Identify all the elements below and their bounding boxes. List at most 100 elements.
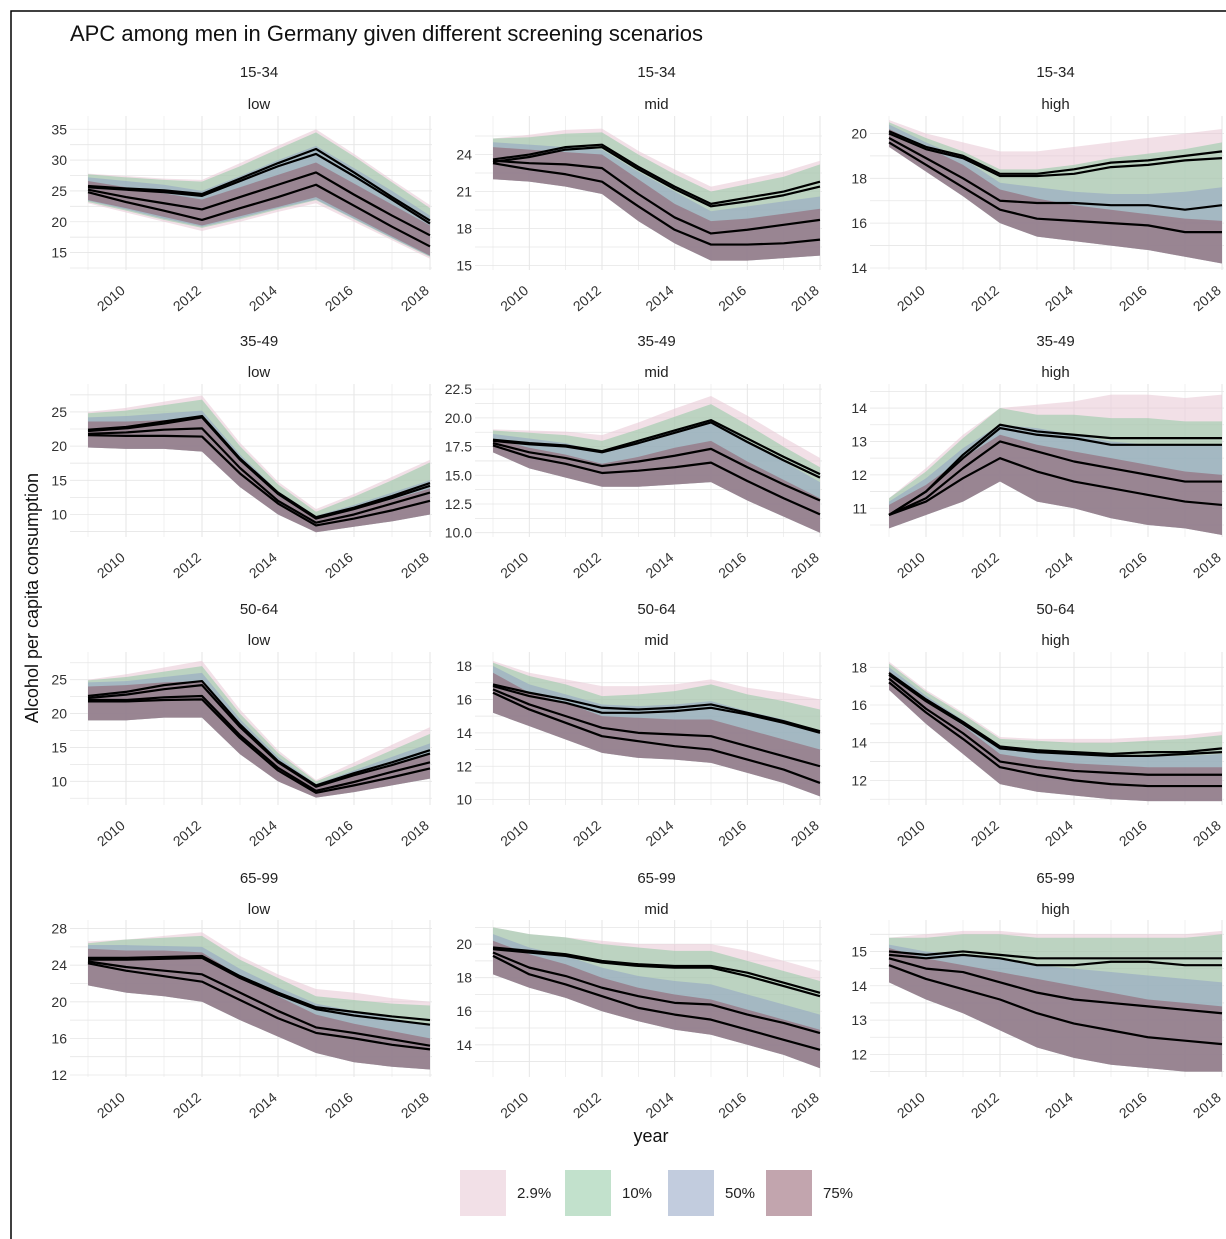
y-tick-label: 10 (456, 792, 472, 808)
y-tick-label: 12 (851, 772, 867, 788)
figure-border (10, 10, 1226, 1239)
series-line-4 (888, 964, 1223, 1046)
y-tick-label: 15.0 (445, 467, 472, 483)
x-tick-label: 2012 (570, 1089, 604, 1121)
y-tick-label: 25 (51, 672, 67, 688)
y-tick-label: 20 (456, 936, 472, 952)
series-line-3 (492, 442, 821, 502)
x-tick-label: 2012 (170, 1089, 204, 1121)
series-line-2 (492, 948, 821, 998)
y-tick-label: 14 (851, 978, 867, 994)
series-line-4 (888, 681, 1222, 788)
y-tick-label: 16 (456, 1003, 472, 1019)
series-line-1 (888, 423, 1222, 516)
series-line-1 (88, 954, 431, 1022)
y-tick-label: 24 (456, 147, 472, 163)
strip-level-label: high (1041, 364, 1069, 381)
y-tick-label: 24 (51, 957, 67, 973)
series-line-3 (87, 171, 431, 237)
x-tick-label: 2014 (246, 817, 280, 849)
series-line-2 (88, 956, 431, 1026)
x-tick-label: 2016 (715, 549, 749, 581)
y-tick-label: 15 (851, 943, 867, 959)
x-tick-label: 2012 (968, 282, 1002, 314)
y-tick-label: 15 (456, 258, 472, 274)
y-tick-label: 15 (51, 472, 67, 488)
y-tick-label: 25 (51, 183, 67, 199)
series-line-1 (87, 147, 431, 222)
x-tick-label: 2018 (788, 817, 822, 849)
x-tick-label: 2010 (497, 1089, 531, 1121)
x-tick-label: 2012 (570, 549, 604, 581)
series-line-2 (492, 421, 821, 479)
legend-swatch (460, 1170, 506, 1216)
series-line-3 (87, 960, 431, 1047)
series-line-1 (87, 679, 431, 787)
series-line-4 (87, 183, 431, 248)
x-tick-label: 2012 (570, 282, 604, 314)
y-tick-label: 10 (51, 773, 67, 789)
y-tick-label: 12 (456, 758, 472, 774)
series-line-1 (888, 672, 1223, 756)
legend-label: 2.9% (517, 1185, 551, 1202)
panel-65-99-mid: 65-99 mid 14 16 18 20 2010 2012 2014 2016 2018 (456, 870, 822, 1121)
y-tick-label: 14 (851, 735, 867, 751)
x-tick-label: 2018 (398, 1089, 432, 1121)
series-line-1 (888, 950, 1222, 960)
series-line-2 (888, 426, 1222, 516)
x-tick-label: 2018 (398, 549, 432, 581)
strip-age-label: 35-49 (240, 333, 278, 350)
band-75% (889, 671, 1222, 802)
x-tick-label: 2016 (1116, 282, 1150, 314)
legend-swatch (668, 1170, 714, 1216)
y-tick-label: 14 (851, 400, 867, 416)
strip-age-label: 35-49 (637, 333, 675, 350)
y-tick-label: 18 (851, 659, 867, 675)
legend-label: 10% (622, 1185, 652, 1202)
x-tick-label: 2018 (1190, 1089, 1224, 1121)
series-line-3 (88, 694, 431, 792)
series-line-2 (87, 152, 431, 225)
x-tick-label: 2018 (398, 282, 432, 314)
legend-item-75%: 75% (766, 1170, 853, 1216)
y-tick-label: 10.0 (445, 525, 472, 541)
strip-level-label: low (248, 96, 271, 113)
gridlines (870, 652, 1224, 805)
legend-label: 50% (725, 1185, 755, 1202)
x-tick-label: 2014 (1042, 1089, 1076, 1121)
y-tick-label: 18 (456, 970, 472, 986)
y-tick-label: 21 (456, 184, 472, 200)
y-tick-label: 14 (456, 725, 472, 741)
x-tick-label: 2016 (322, 549, 356, 581)
y-tick-label: 15 (51, 739, 67, 755)
series-line-3 (492, 951, 821, 1035)
x-tick-label: 2016 (322, 1089, 356, 1121)
x-tick-label: 2018 (1190, 817, 1224, 849)
y-tick-label: 12.5 (445, 496, 472, 512)
series-line-3 (888, 440, 1222, 516)
y-tick-label: 35 (51, 121, 67, 137)
x-tick-label: 2014 (642, 1089, 676, 1121)
y-tick-label: 12 (851, 467, 867, 483)
x-tick-label: 2010 (94, 549, 128, 581)
x-tick-label: 2010 (94, 1089, 128, 1121)
x-tick-label: 2018 (788, 282, 822, 314)
y-tick-label: 16 (851, 697, 867, 713)
y-tick-label: 13 (851, 433, 867, 449)
y-tick-label: 16 (456, 691, 472, 707)
x-tick-label: 2016 (322, 282, 356, 314)
legend-item-10%: 10% (565, 1170, 652, 1216)
y-tick-label: 18 (456, 221, 472, 237)
strip-age-label: 35-49 (1036, 333, 1074, 350)
x-tick-label: 2018 (398, 817, 432, 849)
y-tick-label: 20 (51, 706, 67, 722)
series-line-3 (87, 427, 431, 524)
y-tick-label: 20 (51, 994, 67, 1010)
x-tick-label: 2014 (1042, 549, 1076, 581)
panel-35-49-mid: 35-49 mid 10.0 12.5 15.0 17.5 20.0 22.5 2010 2012… (445, 333, 822, 581)
strip-age-label: 15-34 (1036, 64, 1074, 81)
y-tick-label: 12 (851, 1046, 867, 1062)
band-75% (88, 681, 430, 798)
strip-level-label: mid (644, 364, 668, 381)
